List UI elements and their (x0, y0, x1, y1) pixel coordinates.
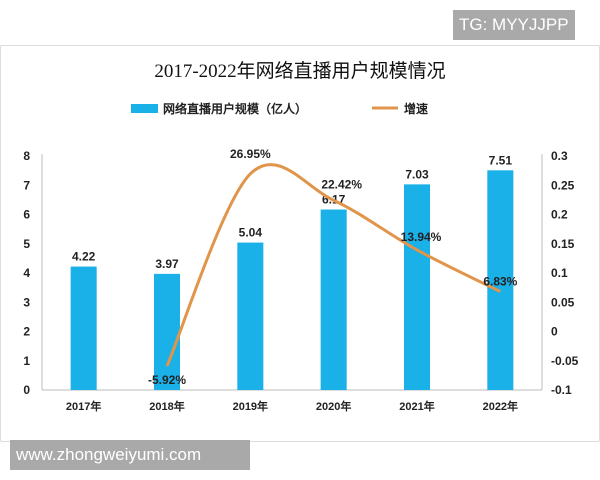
legend-line-label: 增速 (404, 101, 428, 116)
y-right-tick: 0.05 (551, 295, 575, 309)
x-tick: 2021年 (399, 399, 434, 413)
y-left-tick: 7 (23, 178, 30, 192)
y-left-tick: 4 (23, 266, 30, 280)
line-label: 26.95% (230, 147, 271, 161)
bar-label: 3.97 (155, 257, 179, 271)
y-left-tick: 1 (23, 354, 30, 368)
y-left-tick: 6 (23, 208, 30, 222)
y-right-tick: 0.2 (551, 208, 568, 222)
bar (154, 273, 180, 390)
y-right-tick: 0.1 (551, 266, 568, 280)
y-left-tick: 5 (23, 237, 30, 251)
bar (320, 209, 347, 390)
y-left-tick: 2 (23, 325, 30, 339)
y-left-tick: 8 (23, 149, 30, 163)
bar (237, 242, 264, 390)
bar-label: 4.22 (72, 250, 96, 264)
watermark-top: TG: MYYJJPP (453, 10, 575, 40)
chart-title: 2017-2022年网络直播用户规模情况 (154, 60, 445, 82)
legend-bar-swatch (131, 104, 158, 113)
y-left-tick: 0 (23, 383, 30, 397)
y-right-tick: 0.3 (551, 149, 568, 163)
x-tick: 2018年 (149, 399, 184, 413)
y-left-tick: 3 (23, 295, 30, 309)
line-label: 6.83% (483, 275, 517, 289)
x-tick: 2019年 (233, 399, 268, 413)
bar (404, 184, 430, 390)
line-label: -5.92% (148, 373, 186, 387)
x-tick: 2020年 (316, 399, 351, 413)
line-label: 13.94% (401, 230, 442, 244)
bar-label: 7.03 (405, 167, 429, 181)
bar-label: 7.51 (489, 153, 513, 167)
watermark-bottom: www.zhongweiyumi.com (10, 440, 250, 470)
y-right-tick: -0.1 (551, 383, 572, 397)
x-tick: 2022年 (483, 399, 518, 413)
y-right-tick: 0.25 (551, 178, 575, 192)
bar (70, 266, 97, 390)
x-tick: 2017年 (66, 399, 101, 413)
bar-label: 5.04 (239, 226, 263, 240)
legend-bar-label: 网络直播用户规模（亿人） (163, 101, 307, 116)
line-label: 22.42% (321, 177, 362, 191)
growth-line (165, 163, 502, 367)
bar (487, 170, 514, 390)
y-right-tick: 0.15 (551, 237, 575, 251)
y-right-tick: -0.05 (551, 354, 579, 368)
y-right-tick: 0 (551, 325, 558, 339)
